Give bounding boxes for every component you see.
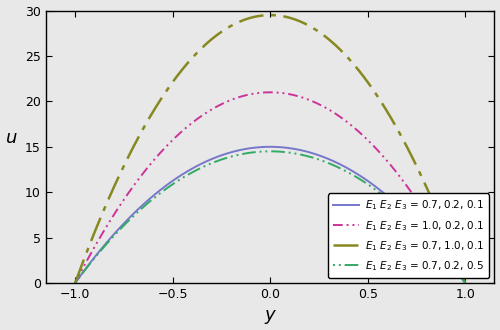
$E_1$ $E_2$ $E_3$ = 1.0, 0.2, 0.1 [72, 281, 78, 285]
$E_1$ $E_2$ $E_3$ = 1.0, 0.2, 0.1 [284, 92, 290, 96]
$E_1$ $E_2$ $E_3$ = 0.7, 0.2, 0.5 [392, 204, 398, 208]
$E_1$ $E_2$ $E_3$ = 0.7, 0.2, 0.1 [305, 150, 311, 154]
$E_1$ $E_2$ $E_3$ = 0.7, 0.2, 0.1 [72, 281, 78, 285]
$E_1$ $E_2$ $E_3$ = 0.7, 0.2, 0.5 [260, 149, 266, 153]
Line: $E_1$ $E_2$ $E_3$ = 0.7, 1.0, 0.1: $E_1$ $E_2$ $E_3$ = 0.7, 1.0, 0.1 [75, 15, 465, 283]
$E_1$ $E_2$ $E_3$ = 0.7, 0.2, 0.1 [267, 145, 273, 149]
$E_1$ $E_2$ $E_3$ = 0.7, 1.0, 0.1 [267, 13, 273, 17]
$E_1$ $E_2$ $E_3$ = 1.0, 0.2, 0.1 [305, 98, 311, 102]
$E_1$ $E_2$ $E_3$ = 0.7, 0.2, 0.5 [462, 281, 468, 285]
$E_1$ $E_2$ $E_3$ = 1.0, 0.2, 0.1 [267, 90, 273, 94]
$E_1$ $E_2$ $E_3$ = 0.7, 1.0, 0.1 [72, 281, 78, 285]
$E_1$ $E_2$ $E_3$ = 1.0, 0.2, 0.1 [462, 281, 468, 285]
$E_1$ $E_2$ $E_3$ = 0.7, 0.2, 0.1 [462, 281, 468, 285]
$E_1$ $E_2$ $E_3$ = 0.7, 0.2, 0.5 [72, 281, 78, 285]
$E_1$ $E_2$ $E_3$ = 1.0, 0.2, 0.1 [454, 265, 460, 269]
$E_1$ $E_2$ $E_3$ = 0.7, 0.2, 0.1 [454, 269, 460, 273]
$E_1$ $E_2$ $E_3$ = 0.7, 0.2, 0.1 [284, 146, 290, 150]
Y-axis label: u: u [6, 129, 17, 147]
Line: $E_1$ $E_2$ $E_3$ = 1.0, 0.2, 0.1: $E_1$ $E_2$ $E_3$ = 1.0, 0.2, 0.1 [75, 92, 465, 283]
$E_1$ $E_2$ $E_3$ = 1.0, 0.2, 0.1 [258, 91, 264, 95]
$E_1$ $E_2$ $E_3$ = 0.7, 1.0, 0.1 [305, 23, 311, 27]
X-axis label: y: y [265, 307, 276, 324]
$E_1$ $E_2$ $E_3$ = 0.7, 0.2, 0.5 [267, 149, 273, 153]
$E_1$ $E_2$ $E_3$ = 0.7, 1.0, 0.1 [258, 14, 264, 18]
$E_1$ $E_2$ $E_3$ = 1.0, 0.2, 0.1 [392, 169, 398, 173]
$E_1$ $E_2$ $E_3$ = 0.7, 0.2, 0.1 [258, 145, 264, 149]
$E_1$ $E_2$ $E_3$ = 0.7, 1.0, 0.1 [392, 124, 398, 128]
$E_1$ $E_2$ $E_3$ = 0.7, 0.2, 0.1 [260, 145, 266, 149]
$E_1$ $E_2$ $E_3$ = 1.0, 0.2, 0.1 [260, 91, 266, 95]
$E_1$ $E_2$ $E_3$ = 0.7, 1.0, 0.1 [462, 281, 468, 285]
$E_1$ $E_2$ $E_3$ = 0.7, 1.0, 0.1 [260, 14, 266, 17]
Line: $E_1$ $E_2$ $E_3$ = 0.7, 0.2, 0.5: $E_1$ $E_2$ $E_3$ = 0.7, 0.2, 0.5 [75, 151, 465, 283]
$E_1$ $E_2$ $E_3$ = 0.7, 0.2, 0.1 [392, 201, 398, 205]
$E_1$ $E_2$ $E_3$ = 0.7, 1.0, 0.1 [454, 258, 460, 262]
$E_1$ $E_2$ $E_3$ = 0.7, 0.2, 0.5 [454, 270, 460, 274]
Legend: $E_1$ $E_2$ $E_3$ = 0.7, 0.2, 0.1, $E_1$ $E_2$ $E_3$ = 1.0, 0.2, 0.1, $E_1$ $E_2: $E_1$ $E_2$ $E_3$ = 0.7, 0.2, 0.1, $E_1$… [328, 193, 489, 278]
$E_1$ $E_2$ $E_3$ = 0.7, 0.2, 0.5 [284, 150, 290, 154]
Line: $E_1$ $E_2$ $E_3$ = 0.7, 0.2, 0.1: $E_1$ $E_2$ $E_3$ = 0.7, 0.2, 0.1 [75, 147, 465, 283]
$E_1$ $E_2$ $E_3$ = 0.7, 1.0, 0.1 [284, 15, 290, 19]
$E_1$ $E_2$ $E_3$ = 0.7, 0.2, 0.5 [258, 150, 264, 154]
$E_1$ $E_2$ $E_3$ = 0.7, 0.2, 0.5 [305, 154, 311, 158]
